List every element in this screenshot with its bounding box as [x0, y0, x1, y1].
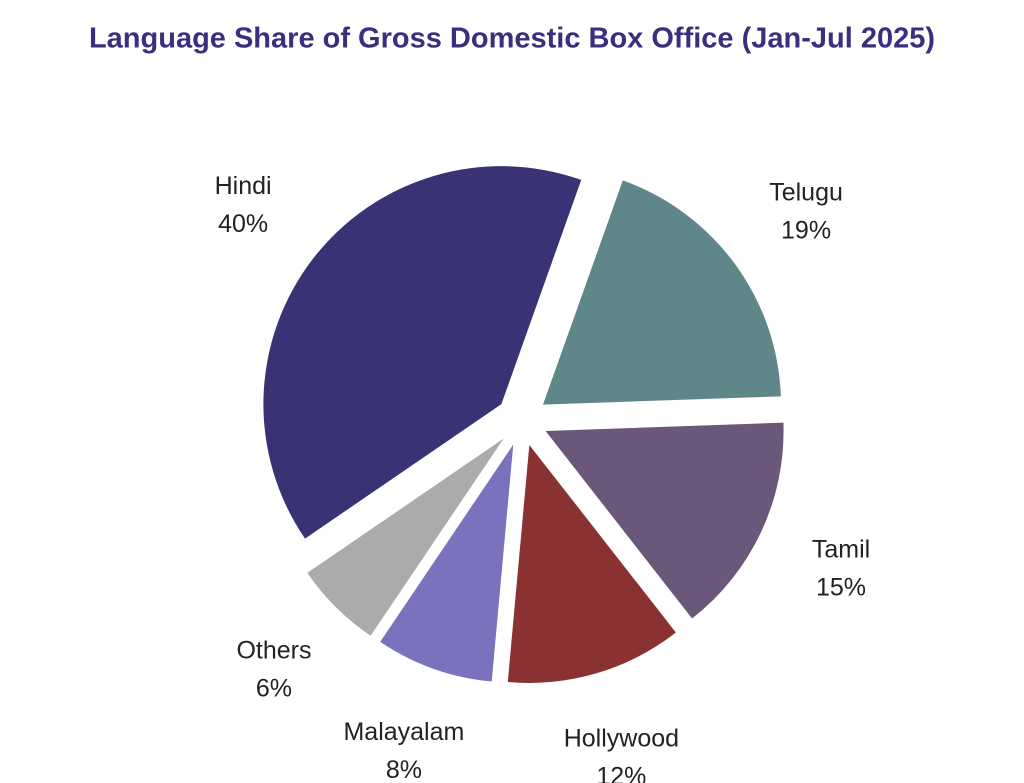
slice-value-label: 15%: [816, 573, 866, 601]
slice-value-label: 12%: [596, 762, 646, 783]
slice-label: Hindi: [215, 172, 272, 200]
slice-label: Tamil: [812, 535, 870, 563]
slice-label: Malayalam: [343, 718, 464, 746]
slice-value-label: 40%: [218, 210, 268, 238]
pie-slice: [263, 166, 582, 539]
slice-value-label: 8%: [386, 756, 422, 783]
pie-slice: [545, 422, 784, 619]
pie-slice: [380, 444, 514, 682]
chart-title: Language Share of Gross Domestic Box Off…: [89, 23, 935, 55]
pie-slice: [307, 438, 504, 636]
slice-value-label: 19%: [781, 217, 831, 245]
slice-label: Telugu: [769, 179, 843, 207]
slice-value-label: 6%: [256, 674, 292, 702]
slice-label: Hollywood: [564, 724, 679, 752]
slice-label: Others: [236, 636, 311, 664]
pie-slice: [507, 444, 676, 683]
pie-slice: [542, 180, 781, 405]
